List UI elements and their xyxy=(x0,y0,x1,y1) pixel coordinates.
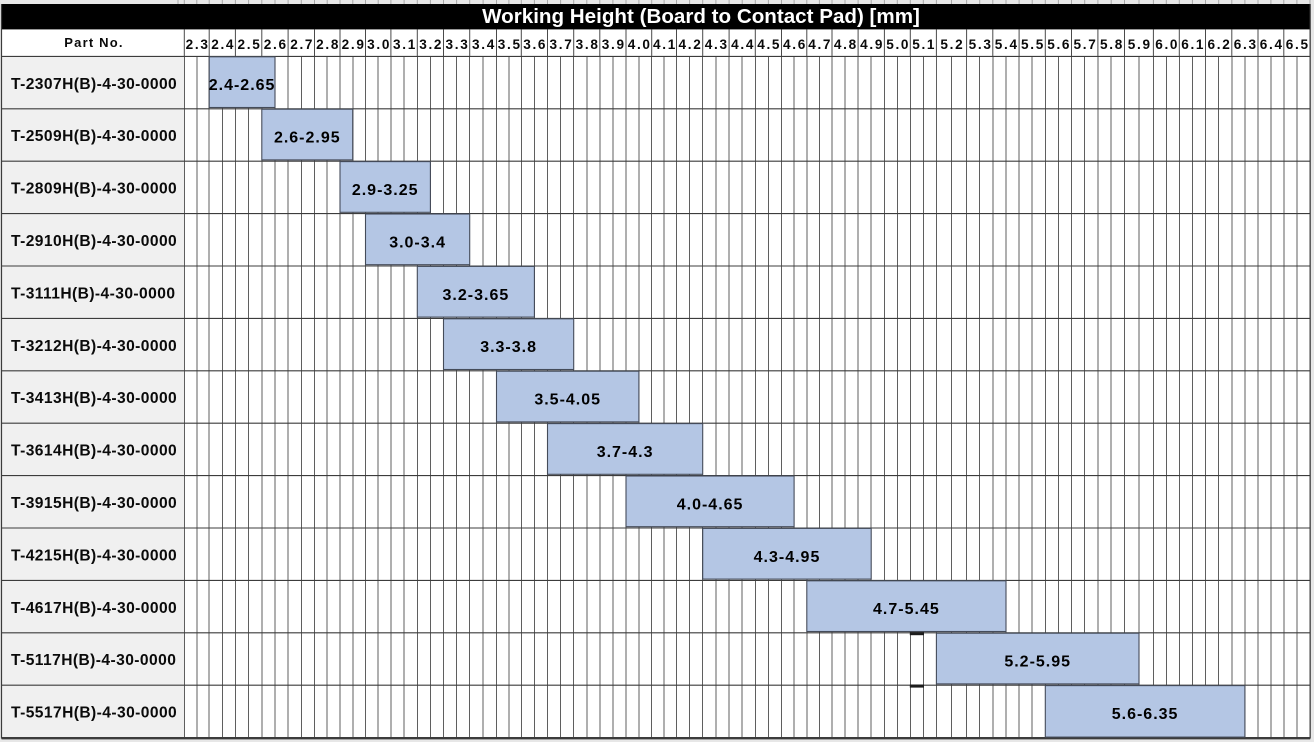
svg-text:5.8: 5.8 xyxy=(1100,37,1124,52)
svg-text:4.0: 4.0 xyxy=(628,37,652,52)
svg-text:T-3614H(B)-4-30-0000: T-3614H(B)-4-30-0000 xyxy=(11,443,177,460)
svg-text:4.1: 4.1 xyxy=(653,37,677,52)
svg-text:T-2307H(B)-4-30-0000: T-2307H(B)-4-30-0000 xyxy=(11,76,177,93)
svg-text:6.0: 6.0 xyxy=(1155,37,1179,52)
svg-text:3.7: 3.7 xyxy=(550,37,574,52)
svg-text:4.5: 4.5 xyxy=(757,37,781,52)
svg-text:3.8: 3.8 xyxy=(576,37,600,52)
svg-text:4.4: 4.4 xyxy=(731,37,755,52)
svg-text:T-3915H(B)-4-30-0000: T-3915H(B)-4-30-0000 xyxy=(11,495,177,512)
svg-text:3.0: 3.0 xyxy=(367,37,391,52)
svg-text:6.4: 6.4 xyxy=(1260,37,1284,52)
svg-text:2.6-2.95: 2.6-2.95 xyxy=(274,130,341,147)
svg-text:3.6: 3.6 xyxy=(523,37,547,52)
svg-text:T-5117H(B)-4-30-0000: T-5117H(B)-4-30-0000 xyxy=(11,652,176,669)
svg-text:3.2-3.65: 3.2-3.65 xyxy=(443,287,510,304)
svg-text:2.8: 2.8 xyxy=(316,37,340,52)
svg-text:4.8: 4.8 xyxy=(834,37,858,52)
svg-text:5.4: 5.4 xyxy=(995,37,1019,52)
svg-text:6.1: 6.1 xyxy=(1181,37,1205,52)
svg-text:5.1: 5.1 xyxy=(912,37,936,52)
svg-text:2.3: 2.3 xyxy=(186,37,210,52)
svg-text:T-3111H(B)-4-30-0000: T-3111H(B)-4-30-0000 xyxy=(11,285,175,302)
svg-text:3.9: 3.9 xyxy=(602,37,626,52)
svg-text:5.2-5.95: 5.2-5.95 xyxy=(1004,654,1071,671)
svg-text:3.1: 3.1 xyxy=(393,37,417,52)
svg-text:5.6: 5.6 xyxy=(1047,37,1071,52)
svg-text:6.3: 6.3 xyxy=(1234,37,1258,52)
svg-text:6.2: 6.2 xyxy=(1208,37,1232,52)
svg-text:2.4: 2.4 xyxy=(211,37,235,52)
svg-text:5.3: 5.3 xyxy=(969,37,993,52)
svg-text:5.7: 5.7 xyxy=(1074,37,1098,52)
svg-text:5.6-6.35: 5.6-6.35 xyxy=(1112,706,1179,723)
svg-text:4.7: 4.7 xyxy=(808,37,832,52)
svg-text:5.0: 5.0 xyxy=(886,37,910,52)
svg-text:2.9: 2.9 xyxy=(342,37,366,52)
svg-text:T-3212H(B)-4-30-0000: T-3212H(B)-4-30-0000 xyxy=(11,338,177,355)
svg-text:T-2910H(B)-4-30-0000: T-2910H(B)-4-30-0000 xyxy=(11,233,177,250)
svg-text:3.3-3.8: 3.3-3.8 xyxy=(480,339,537,356)
svg-text:Working Height (Board to Conta: Working Height (Board to Contact Pad) [m… xyxy=(482,5,920,28)
svg-text:4.9: 4.9 xyxy=(860,37,884,52)
svg-text:4.2: 4.2 xyxy=(679,37,703,52)
svg-text:2.5: 2.5 xyxy=(238,37,262,52)
svg-text:3.7-4.3: 3.7-4.3 xyxy=(597,444,654,461)
svg-text:3.3: 3.3 xyxy=(446,37,470,52)
svg-text:5.5: 5.5 xyxy=(1021,37,1045,52)
svg-text:5.9: 5.9 xyxy=(1128,37,1152,52)
svg-text:3.2: 3.2 xyxy=(419,37,443,52)
svg-text:2.7: 2.7 xyxy=(290,37,314,52)
svg-text:T-2509H(B)-4-30-0000: T-2509H(B)-4-30-0000 xyxy=(11,128,177,145)
svg-text:6.5: 6.5 xyxy=(1286,37,1310,52)
svg-text:3.0-3.4: 3.0-3.4 xyxy=(389,234,446,251)
svg-text:3.5-4.05: 3.5-4.05 xyxy=(534,392,601,409)
svg-text:5.2: 5.2 xyxy=(940,37,964,52)
svg-text:T-3413H(B)-4-30-0000: T-3413H(B)-4-30-0000 xyxy=(11,390,177,407)
svg-text:4.0-4.65: 4.0-4.65 xyxy=(677,496,744,513)
svg-text:3.4: 3.4 xyxy=(472,37,496,52)
svg-text:T-4215H(B)-4-30-0000: T-4215H(B)-4-30-0000 xyxy=(11,547,177,564)
svg-text:T-5517H(B)-4-30-0000: T-5517H(B)-4-30-0000 xyxy=(11,705,177,722)
svg-text:2.9-3.25: 2.9-3.25 xyxy=(352,182,419,199)
svg-text:4.3: 4.3 xyxy=(705,37,729,52)
svg-text:Part No.: Part No. xyxy=(64,35,123,50)
svg-text:2.4-2.65: 2.4-2.65 xyxy=(209,77,276,94)
svg-text:T-4617H(B)-4-30-0000: T-4617H(B)-4-30-0000 xyxy=(11,600,177,617)
svg-text:4.3-4.95: 4.3-4.95 xyxy=(754,549,821,566)
svg-text:2.6: 2.6 xyxy=(264,37,288,52)
svg-text:4.6: 4.6 xyxy=(783,37,807,52)
svg-text:4.7-5.45: 4.7-5.45 xyxy=(873,601,940,618)
svg-text:T-2809H(B)-4-30-0000: T-2809H(B)-4-30-0000 xyxy=(11,181,177,198)
svg-text:3.5: 3.5 xyxy=(498,37,522,52)
